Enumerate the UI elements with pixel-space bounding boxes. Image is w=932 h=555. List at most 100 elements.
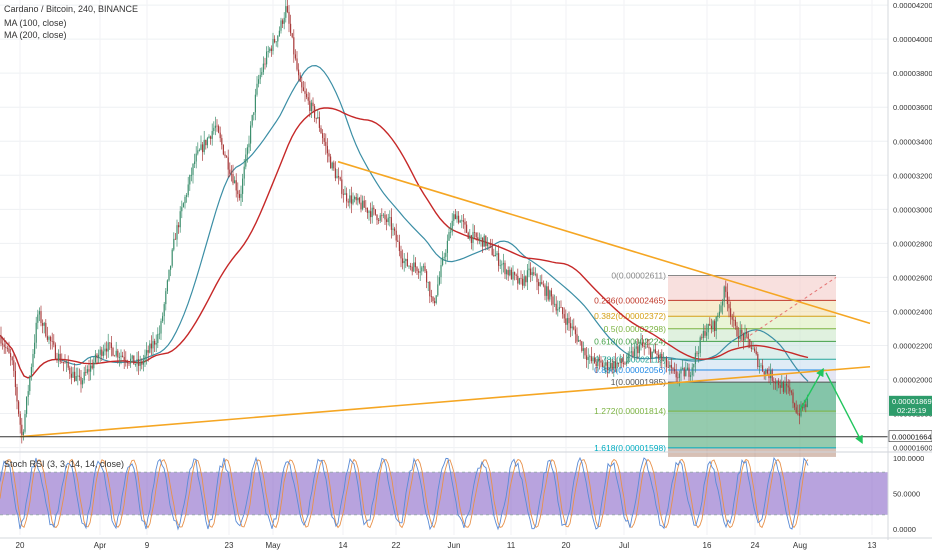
rsi-tick-label: 100.0000: [893, 454, 924, 463]
candle-body: [501, 264, 503, 266]
candle-body: [189, 175, 191, 185]
candle-body: [344, 193, 346, 195]
candle-body: [462, 220, 464, 222]
candle-body: [499, 265, 501, 267]
candle-body: [733, 319, 735, 321]
candle-body: [488, 242, 490, 244]
fib-level-label: 0.786(0.00002119): [595, 354, 666, 364]
candle-body: [555, 303, 557, 311]
candle-body: [504, 262, 506, 275]
candle-body: [707, 323, 709, 333]
candle-body: [88, 369, 90, 372]
y-tick-label: 0.00003600: [893, 103, 932, 112]
candle-body: [611, 362, 613, 370]
candle-body: [437, 284, 439, 296]
candle-body: [226, 156, 228, 158]
candle-body: [0, 335, 2, 344]
candle-body: [306, 93, 308, 98]
candle-body: [258, 79, 260, 84]
candle-body: [46, 336, 48, 340]
candle-body: [496, 253, 498, 256]
candle-body: [803, 404, 805, 409]
candle-body: [523, 276, 525, 286]
last-price-tag: [889, 395, 932, 416]
candle-body: [374, 209, 376, 215]
candle-body: [221, 138, 223, 145]
candle-body: [397, 240, 399, 242]
candle-body: [610, 362, 612, 369]
candle-body: [459, 220, 461, 223]
candle-body: [309, 100, 311, 112]
candle-body: [123, 356, 125, 360]
candle-body: [336, 176, 338, 179]
candle-body: [470, 235, 472, 243]
candle-body: [134, 364, 136, 366]
candle-body: [346, 193, 348, 202]
candle-body: [773, 380, 775, 382]
candle-body: [606, 362, 608, 370]
fib-zone: [668, 300, 836, 317]
candle-body: [806, 398, 808, 408]
candle-body: [568, 318, 570, 324]
candle-body: [718, 311, 720, 316]
candle-body: [734, 319, 736, 326]
candle-body: [243, 166, 245, 179]
candle-body: [35, 322, 37, 343]
candle-body: [784, 383, 786, 392]
candle-body: [384, 214, 386, 220]
candle-body: [333, 162, 335, 169]
candle-body: [261, 72, 263, 75]
candle-body: [544, 285, 546, 296]
candle-body: [326, 145, 328, 154]
candle-body: [240, 193, 242, 198]
candle-body: [77, 375, 79, 377]
candle-body: [728, 304, 730, 309]
candle-body: [762, 365, 764, 372]
candle-body: [726, 291, 728, 305]
candle-body: [24, 413, 26, 432]
candle-body: [371, 207, 373, 218]
candle-body: [22, 431, 24, 436]
candle-body: [618, 362, 620, 364]
candle-body: [698, 352, 700, 354]
candle-body: [242, 178, 244, 194]
candle-body: [11, 357, 13, 361]
candle-body: [59, 353, 61, 362]
candle-body: [435, 295, 437, 304]
candle-body: [352, 199, 354, 204]
candle-body: [746, 332, 748, 334]
candle-body: [245, 154, 247, 167]
candle-body: [664, 358, 666, 360]
rsi-legend: Stoch RSI (3, 3, 14, 14, close): [4, 459, 125, 469]
candle-body: [14, 370, 16, 388]
candle-body: [717, 315, 719, 317]
candle-body: [238, 194, 240, 198]
candle-body: [571, 326, 573, 329]
candle-body: [181, 207, 183, 212]
candle-body: [438, 277, 440, 285]
candle-body: [298, 69, 300, 76]
candle-body: [750, 347, 752, 349]
candle-body: [302, 87, 304, 91]
candle-body: [450, 231, 452, 233]
candle-body: [578, 340, 580, 342]
candle-body: [536, 274, 538, 283]
candle-body: [693, 363, 695, 368]
candle-body: [138, 359, 140, 366]
candle-body: [738, 336, 740, 339]
candle-body: [390, 217, 392, 230]
candle-body: [176, 225, 178, 240]
fib-level-label: 1(0.00001985): [611, 377, 666, 387]
candle-body: [286, 6, 288, 12]
candle-body: [792, 392, 794, 404]
candle-body: [102, 351, 104, 356]
candle-body: [520, 278, 522, 280]
candle-body: [747, 333, 749, 340]
candle-body: [490, 242, 492, 245]
candle-body: [270, 48, 272, 51]
candle-body: [194, 161, 196, 165]
y-tick-label: 0.00003800: [893, 69, 932, 78]
candle-body: [342, 193, 344, 195]
candle-body: [755, 351, 757, 355]
